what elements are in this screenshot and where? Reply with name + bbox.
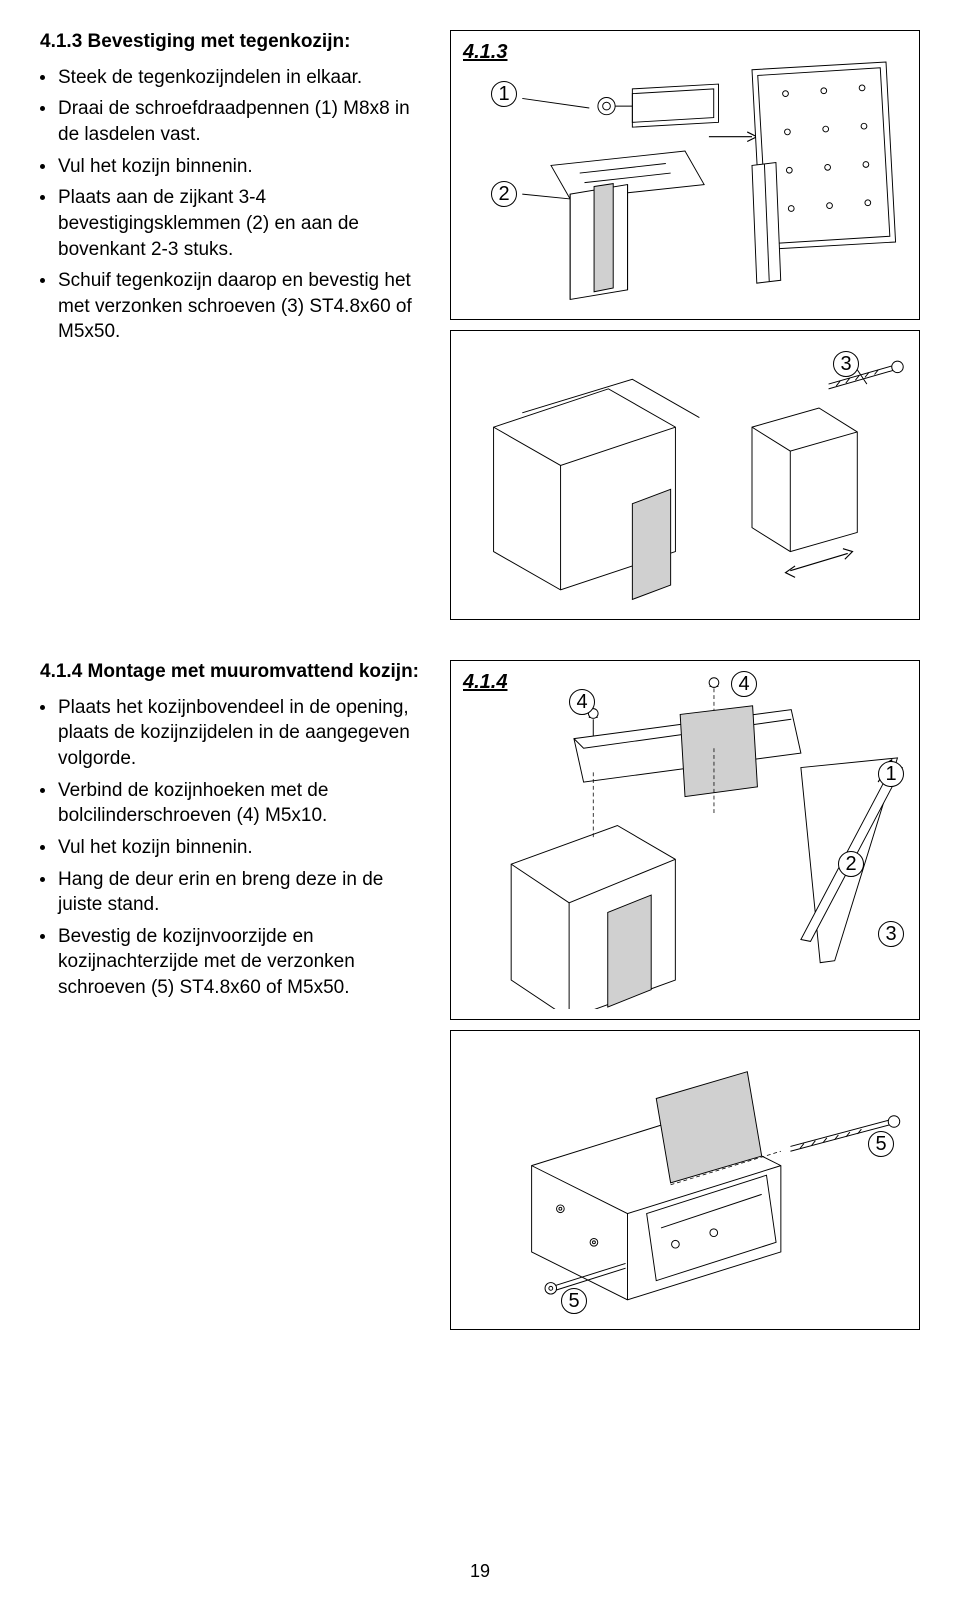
list-item: Verbind de kozijnhoeken met de bolcilind… (40, 778, 430, 829)
section-413-text: 4.1.3 Bevestiging met tegenkozijn: Steek… (40, 30, 430, 620)
callout-1: 1 (491, 81, 517, 107)
list-item: Draai de schroefdraadpennen (1) M8x8 in … (40, 96, 430, 147)
figure-413-bottom: 3 (450, 330, 920, 620)
page-number: 19 (470, 1561, 490, 1582)
section-414-figures: 4.1.4 4 4 1 2 3 (450, 660, 920, 1330)
diagram-413-bottom (461, 341, 909, 609)
callout-4a: 4 (569, 689, 595, 715)
section-413-figures: 4.1.3 1 2 (450, 30, 920, 620)
section-414-heading: 4.1.4 Montage met muuromvattend kozijn: (40, 660, 430, 685)
list-item: Bevestig de kozijnvoorzijde en kozijnach… (40, 924, 430, 1001)
list-item: Vul het kozijn binnenin. (40, 154, 430, 180)
section-414-list: Plaats het kozijnbovendeel in de opening… (40, 695, 430, 1001)
callout-5a: 5 (868, 1131, 894, 1157)
callout-1-414: 1 (878, 761, 904, 787)
callout-3: 3 (833, 351, 859, 377)
section-414: 4.1.4 Montage met muuromvattend kozijn: … (40, 660, 920, 1330)
callout-5b: 5 (561, 1288, 587, 1314)
section-413-list: Steek de tegenkozijndelen in elkaar. Dra… (40, 65, 430, 345)
section-414-text: 4.1.4 Montage met muuromvattend kozijn: … (40, 660, 430, 1330)
list-item: Steek de tegenkozijndelen in elkaar. (40, 65, 430, 91)
section-413: 4.1.3 Bevestiging met tegenkozijn: Steek… (40, 30, 920, 620)
figure-413-label: 4.1.3 (463, 41, 507, 64)
figure-414-bottom: 5 5 (450, 1030, 920, 1330)
diagram-413-top (461, 41, 909, 309)
list-item: Plaats aan de zijkant 3-4 bevestigingskl… (40, 185, 430, 262)
callout-2: 2 (491, 181, 517, 207)
list-item: Plaats het kozijnbovendeel in de opening… (40, 695, 430, 772)
diagram-414-top (461, 671, 909, 1009)
diagram-414-bottom (461, 1041, 909, 1319)
callout-4b: 4 (731, 671, 757, 697)
callout-2-414: 2 (838, 851, 864, 877)
list-item: Hang de deur erin en breng deze in de ju… (40, 867, 430, 918)
list-item: Vul het kozijn binnenin. (40, 835, 430, 861)
list-item: Schuif tegenkozijn daarop en bevestig he… (40, 268, 430, 345)
figure-414-top: 4.1.4 4 4 1 2 3 (450, 660, 920, 1020)
callout-3-414: 3 (878, 921, 904, 947)
figure-414-label: 4.1.4 (463, 671, 507, 694)
section-413-heading: 4.1.3 Bevestiging met tegenkozijn: (40, 30, 430, 55)
figure-413-top: 4.1.3 1 2 (450, 30, 920, 320)
